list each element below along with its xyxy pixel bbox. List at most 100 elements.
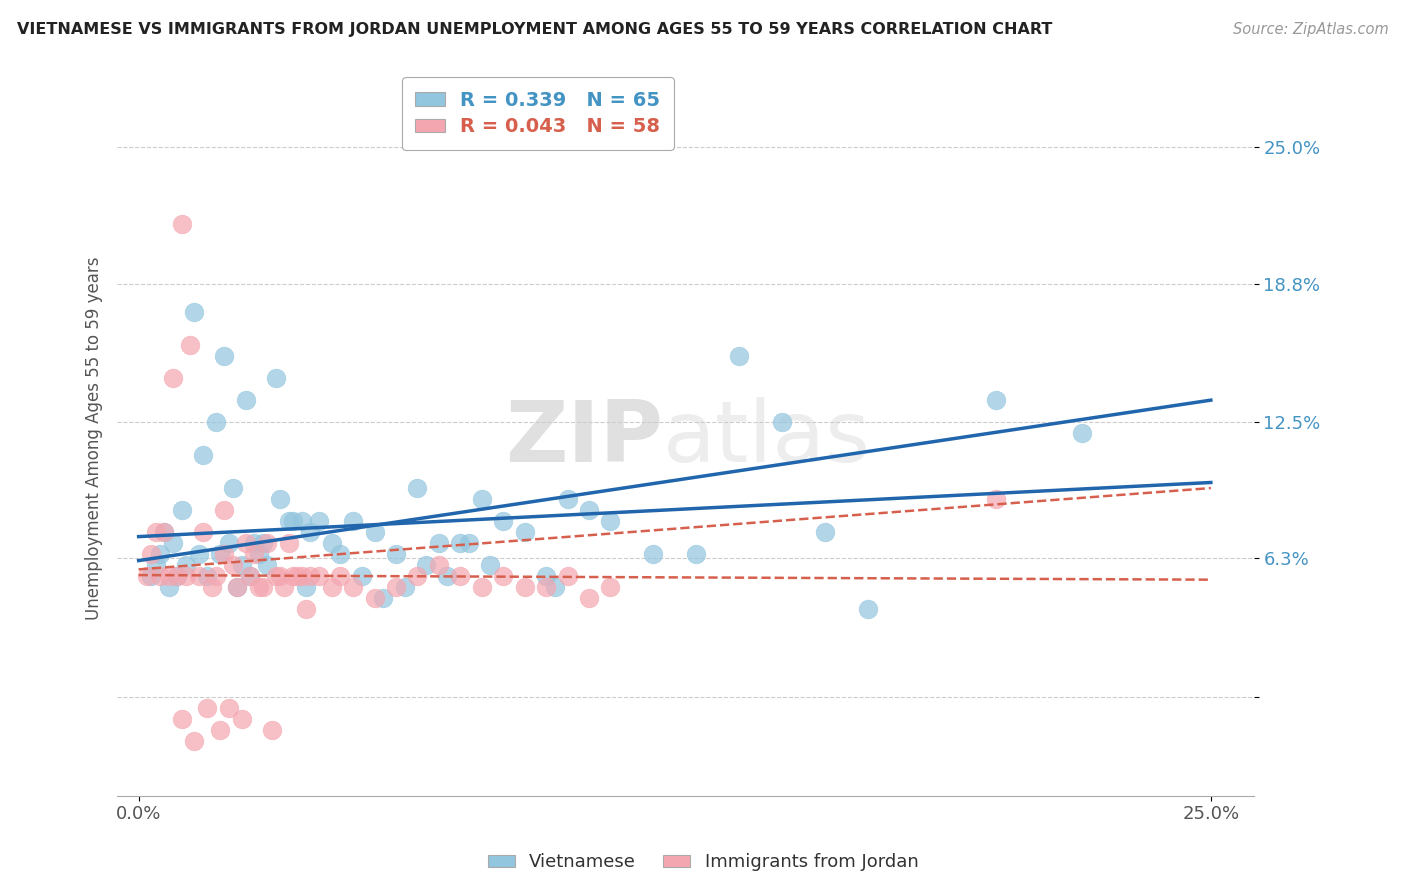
Point bbox=[149, 569, 172, 583]
Point bbox=[141, 569, 163, 583]
Point bbox=[406, 569, 429, 583]
Point bbox=[183, 305, 205, 319]
Point bbox=[183, 734, 205, 748]
Point bbox=[218, 536, 240, 550]
Point bbox=[256, 558, 278, 572]
Point bbox=[770, 415, 793, 429]
Point bbox=[226, 580, 249, 594]
Point bbox=[321, 580, 343, 594]
Point bbox=[205, 569, 228, 583]
Point bbox=[243, 536, 266, 550]
Point bbox=[543, 580, 565, 594]
Point bbox=[264, 371, 287, 385]
Point bbox=[415, 558, 437, 572]
Point bbox=[277, 514, 299, 528]
Point bbox=[534, 569, 557, 583]
Point bbox=[269, 569, 291, 583]
Point bbox=[226, 580, 249, 594]
Point bbox=[350, 569, 373, 583]
Point bbox=[513, 580, 536, 594]
Point bbox=[174, 569, 197, 583]
Point bbox=[557, 569, 579, 583]
Point bbox=[685, 547, 707, 561]
Point bbox=[492, 514, 515, 528]
Point bbox=[291, 569, 314, 583]
Text: atlas: atlas bbox=[662, 397, 870, 480]
Point bbox=[170, 217, 193, 231]
Point bbox=[205, 415, 228, 429]
Point bbox=[299, 524, 322, 539]
Point bbox=[239, 569, 262, 583]
Point bbox=[218, 701, 240, 715]
Point bbox=[187, 547, 209, 561]
Point bbox=[449, 569, 471, 583]
Point bbox=[492, 569, 515, 583]
Point bbox=[264, 569, 287, 583]
Legend: R = 0.339   N = 65, R = 0.043   N = 58: R = 0.339 N = 65, R = 0.043 N = 58 bbox=[402, 77, 673, 150]
Point bbox=[427, 536, 450, 550]
Point bbox=[187, 569, 209, 583]
Point bbox=[273, 580, 295, 594]
Point bbox=[209, 723, 232, 737]
Point bbox=[342, 580, 364, 594]
Point bbox=[179, 338, 201, 352]
Point bbox=[243, 547, 266, 561]
Point bbox=[363, 591, 385, 605]
Point bbox=[231, 712, 253, 726]
Point bbox=[239, 569, 262, 583]
Point bbox=[406, 481, 429, 495]
Point bbox=[599, 514, 621, 528]
Y-axis label: Unemployment Among Ages 55 to 59 years: Unemployment Among Ages 55 to 59 years bbox=[86, 257, 103, 620]
Point bbox=[394, 580, 416, 594]
Point bbox=[479, 558, 502, 572]
Point bbox=[191, 448, 214, 462]
Point bbox=[371, 591, 394, 605]
Point bbox=[256, 536, 278, 550]
Point bbox=[457, 536, 479, 550]
Point bbox=[643, 547, 665, 561]
Point bbox=[449, 536, 471, 550]
Point bbox=[534, 580, 557, 594]
Point bbox=[252, 536, 274, 550]
Point bbox=[557, 491, 579, 506]
Point bbox=[222, 481, 245, 495]
Point bbox=[214, 349, 236, 363]
Point bbox=[157, 569, 180, 583]
Point bbox=[162, 536, 184, 550]
Point bbox=[209, 547, 232, 561]
Point bbox=[329, 547, 352, 561]
Legend: Vietnamese, Immigrants from Jordan: Vietnamese, Immigrants from Jordan bbox=[481, 847, 925, 879]
Point bbox=[141, 547, 163, 561]
Point bbox=[170, 503, 193, 517]
Point bbox=[363, 524, 385, 539]
Point bbox=[308, 569, 330, 583]
Point bbox=[277, 536, 299, 550]
Point bbox=[385, 580, 408, 594]
Point bbox=[222, 558, 245, 572]
Point bbox=[174, 558, 197, 572]
Point bbox=[295, 602, 318, 616]
Point bbox=[200, 580, 222, 594]
Point bbox=[385, 547, 408, 561]
Point bbox=[235, 393, 257, 408]
Point bbox=[231, 558, 253, 572]
Point bbox=[986, 393, 1008, 408]
Point bbox=[145, 558, 167, 572]
Point bbox=[814, 524, 837, 539]
Point bbox=[191, 524, 214, 539]
Point bbox=[299, 569, 322, 583]
Point bbox=[856, 602, 879, 616]
Point bbox=[427, 558, 450, 572]
Point bbox=[342, 514, 364, 528]
Point bbox=[436, 569, 458, 583]
Point bbox=[136, 569, 159, 583]
Point bbox=[281, 514, 304, 528]
Point bbox=[214, 547, 236, 561]
Text: VIETNAMESE VS IMMIGRANTS FROM JORDAN UNEMPLOYMENT AMONG AGES 55 TO 59 YEARS CORR: VIETNAMESE VS IMMIGRANTS FROM JORDAN UNE… bbox=[17, 22, 1052, 37]
Point bbox=[291, 514, 314, 528]
Point bbox=[260, 723, 283, 737]
Point bbox=[162, 371, 184, 385]
Point bbox=[170, 712, 193, 726]
Point bbox=[329, 569, 352, 583]
Point bbox=[153, 524, 176, 539]
